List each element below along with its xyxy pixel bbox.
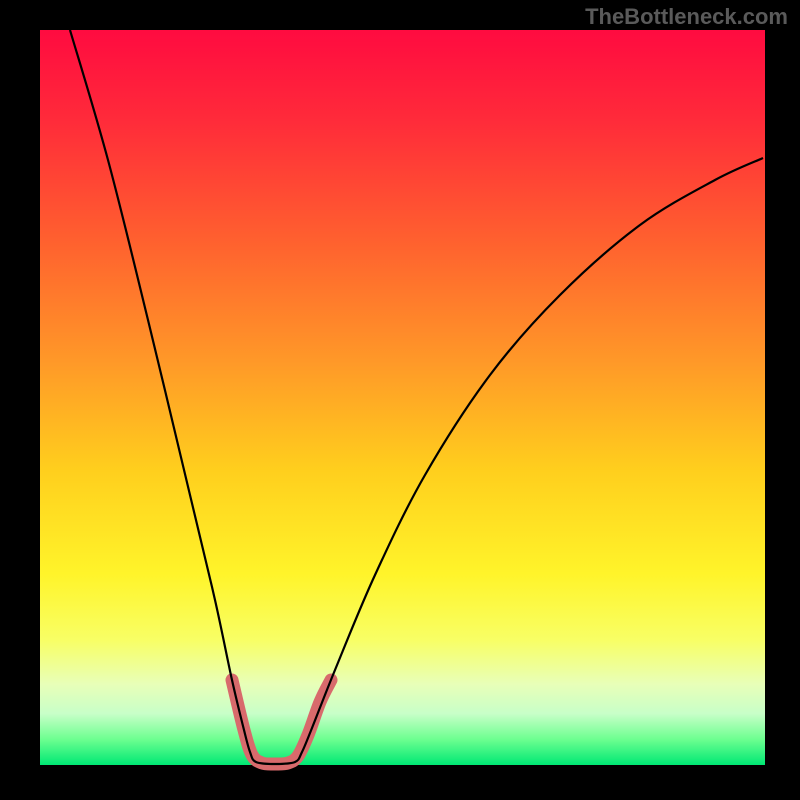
watermark-text: TheBottleneck.com — [585, 4, 788, 30]
plot-background — [40, 30, 765, 765]
chart-container: TheBottleneck.com — [0, 0, 800, 800]
chart-svg — [0, 0, 800, 800]
